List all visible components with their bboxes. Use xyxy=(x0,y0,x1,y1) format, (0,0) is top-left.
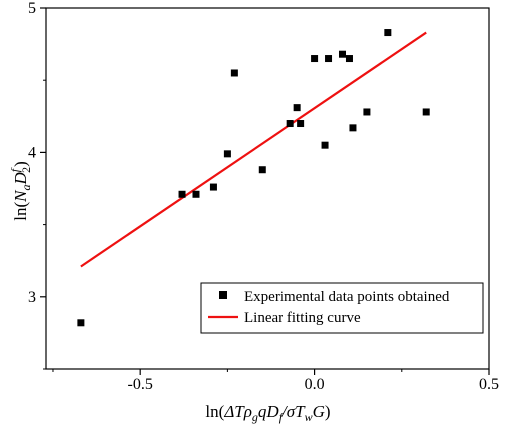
plot-frame xyxy=(45,7,490,370)
data-point xyxy=(345,55,353,63)
legend-label-experimental: Experimental data points obtained xyxy=(244,289,450,305)
data-point xyxy=(349,124,357,132)
legend-box xyxy=(200,282,484,334)
data-point xyxy=(258,166,266,174)
data-point xyxy=(325,55,333,63)
data-point xyxy=(192,190,200,198)
data-point xyxy=(422,108,430,116)
x-axis-title: ln(ΔTρgqDf/σTwG) xyxy=(205,402,330,424)
x-tick-label: -0.5 xyxy=(128,376,153,393)
fit-line xyxy=(80,31,427,268)
legend: Experimental data points obtained Linear… xyxy=(200,282,484,334)
data-point xyxy=(384,29,392,37)
y-tick-label: 4 xyxy=(28,144,36,161)
y-axis-ticks: 3 4 5 xyxy=(28,0,46,370)
y-tick-label: 5 xyxy=(28,0,36,17)
data-point xyxy=(223,150,231,158)
data-point xyxy=(178,190,186,198)
data-points-layer xyxy=(77,29,430,327)
data-point xyxy=(293,104,301,112)
legend-marker-square xyxy=(219,291,227,299)
data-point xyxy=(321,141,329,149)
x-tick-label: 0.5 xyxy=(479,376,499,393)
plot-border xyxy=(45,7,490,370)
data-point xyxy=(297,120,305,128)
fit-line-layer xyxy=(80,31,427,268)
x-tick-label: 0.0 xyxy=(305,376,325,393)
data-point xyxy=(338,50,346,58)
data-point xyxy=(363,108,371,116)
x-axis-ticks: -0.5 0.0 0.5 xyxy=(52,369,499,393)
data-point xyxy=(311,55,319,63)
y-axis-title: ln(NaDf2) xyxy=(8,161,33,221)
data-point xyxy=(286,120,294,128)
data-point xyxy=(209,183,217,191)
legend-label-fit: Linear fitting curve xyxy=(244,310,361,326)
y-tick-label: 3 xyxy=(28,289,36,306)
data-point xyxy=(230,69,238,77)
data-point xyxy=(77,319,85,327)
